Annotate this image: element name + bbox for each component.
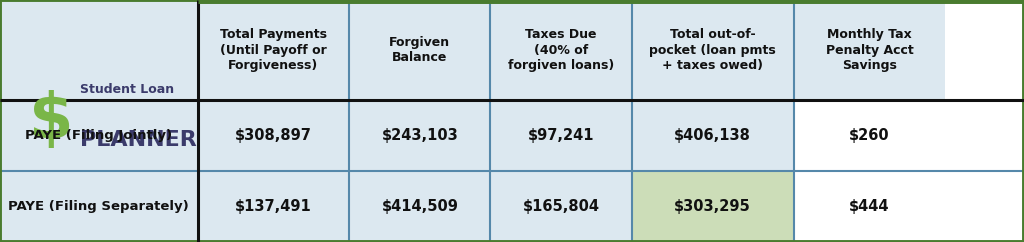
Text: Student Loan: Student Loan bbox=[80, 83, 174, 96]
Text: Monthly Tax
Penalty Acct
Savings: Monthly Tax Penalty Acct Savings bbox=[825, 28, 913, 72]
Text: Total out-of-
pocket (loan pmts
+ taxes owed): Total out-of- pocket (loan pmts + taxes … bbox=[649, 28, 776, 72]
Text: PAYE (Filing Separately): PAYE (Filing Separately) bbox=[8, 200, 189, 213]
Bar bbox=[349, 0, 490, 100]
Bar bbox=[632, 171, 794, 242]
Text: $308,897: $308,897 bbox=[234, 128, 312, 143]
Bar bbox=[349, 171, 490, 242]
Text: $444: $444 bbox=[849, 199, 890, 214]
Bar bbox=[794, 171, 945, 242]
Bar bbox=[632, 0, 794, 100]
Text: $: $ bbox=[29, 90, 73, 152]
Bar bbox=[198, 0, 349, 100]
Bar bbox=[794, 100, 945, 171]
Text: PAYE (Filing Jointly): PAYE (Filing Jointly) bbox=[26, 129, 172, 142]
Text: PLANNER: PLANNER bbox=[80, 130, 197, 150]
Bar bbox=[490, 0, 632, 100]
Bar bbox=[490, 171, 632, 242]
Bar bbox=[632, 100, 794, 171]
Text: Forgiven
Balance: Forgiven Balance bbox=[389, 36, 451, 64]
Text: $260: $260 bbox=[849, 128, 890, 143]
Text: $165,804: $165,804 bbox=[522, 199, 600, 214]
Text: $406,138: $406,138 bbox=[674, 128, 752, 143]
Text: $303,295: $303,295 bbox=[675, 199, 751, 214]
Text: $414,509: $414,509 bbox=[381, 199, 459, 214]
Bar bbox=[349, 100, 490, 171]
Text: $243,103: $243,103 bbox=[382, 128, 458, 143]
Bar bbox=[198, 171, 349, 242]
Bar bbox=[0, 171, 198, 242]
Bar bbox=[198, 100, 349, 171]
Text: Total Payments
(Until Payoff or
Forgiveness): Total Payments (Until Payoff or Forgiven… bbox=[220, 28, 327, 72]
Bar bbox=[794, 0, 945, 100]
Bar bbox=[0, 100, 198, 171]
Text: $137,491: $137,491 bbox=[236, 199, 311, 214]
Bar bbox=[490, 100, 632, 171]
Bar bbox=[0, 0, 198, 242]
Text: Taxes Due
(40% of
forgiven loans): Taxes Due (40% of forgiven loans) bbox=[508, 28, 614, 72]
Text: $97,241: $97,241 bbox=[528, 128, 594, 143]
